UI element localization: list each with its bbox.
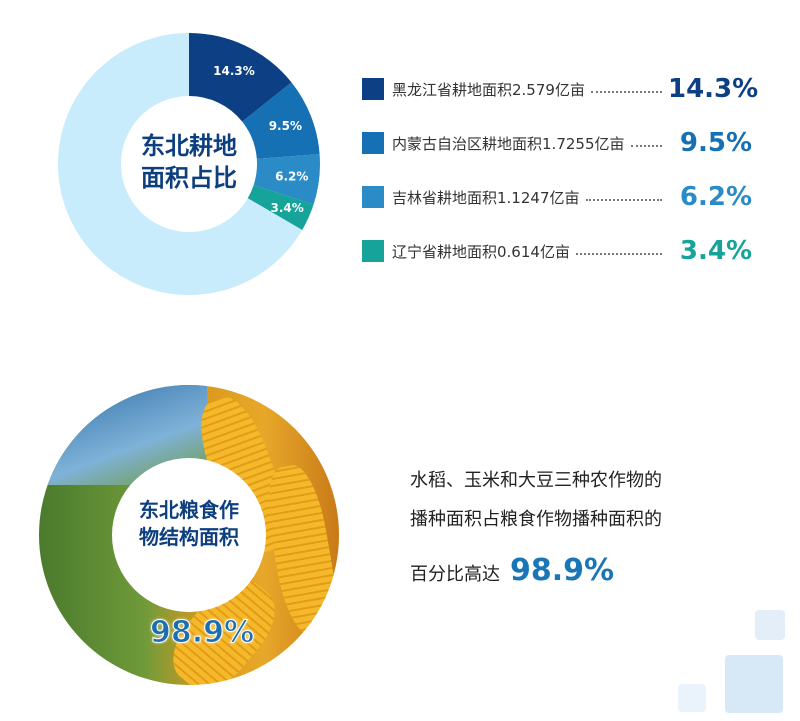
legend-swatch (362, 78, 384, 100)
leader-dots (630, 145, 662, 147)
donut-slice (253, 154, 320, 205)
donut-slice (247, 185, 314, 230)
legend-label: 辽宁省耕地面积0.614亿亩 (392, 242, 570, 261)
legend-item: 吉林省耕地面积1.1247亿亩 6.2% (362, 170, 752, 224)
desc-percent: 98.9% (510, 553, 615, 589)
donut-slice (57, 33, 303, 295)
legend-percent: 6.2% (679, 182, 752, 212)
legend-label: 黑龙江省耕地面积2.579亿亩 (392, 80, 585, 99)
leader-dots (575, 253, 662, 255)
decor-square (755, 610, 785, 640)
desc-line: 播种面积占粮食作物播种面积的 (410, 508, 662, 530)
crop-photo-donut (39, 385, 339, 685)
legend-percent: 9.5% (679, 128, 752, 158)
description-text: 水稻、玉米和大豆三种农作物的 播种面积占粮食作物播种面积的 百分比高达 98.9% (410, 462, 662, 604)
decor-square (678, 684, 706, 712)
donut2-title: 东北粮食作 物结构面积 (139, 498, 239, 549)
legend-item: 内蒙古自治区耕地面积1.7255亿亩 9.5% (362, 116, 752, 170)
desc-line: 百分比高达 98.9% (410, 553, 615, 589)
slice-label: 9.5% (269, 119, 302, 133)
donut2-center (112, 458, 266, 612)
legend-percent: 3.4% (679, 236, 752, 266)
decor-square (725, 655, 783, 713)
slice-label: 14.3% (213, 64, 255, 78)
legend: 黑龙江省耕地面积2.579亿亩 14.3% 内蒙古自治区耕地面积1.7255亿亩 9.… (362, 62, 759, 278)
leader-dots (590, 91, 662, 93)
legend-swatch (362, 240, 384, 262)
farmland-donut-chart: 14.3% 9.5% 6.2% 3.4% (57, 33, 320, 295)
legend-label: 内蒙古自治区耕地面积1.7255亿亩 (392, 134, 625, 153)
legend-label: 吉林省耕地面积1.1247亿亩 (392, 188, 580, 207)
desc-line: 水稻、玉米和大豆三种农作物的 (410, 470, 662, 491)
slice-label: 3.4% (270, 201, 303, 215)
donut1-title: 东北耕地 面积占比 (141, 132, 237, 193)
legend-percent: 14.3% (668, 74, 759, 104)
legend-swatch (362, 186, 384, 208)
slice-label: 6.2% (275, 169, 308, 183)
legend-item: 黑龙江省耕地面积2.579亿亩 14.3% (362, 62, 759, 116)
legend-swatch (362, 132, 384, 154)
grain-percent-label: 98.9% (149, 615, 255, 651)
legend-item: 辽宁省耕地面积0.614亿亩 3.4% (362, 224, 752, 278)
donut-slice (242, 82, 320, 159)
donut-slice (189, 33, 292, 122)
leader-dots (585, 199, 662, 201)
